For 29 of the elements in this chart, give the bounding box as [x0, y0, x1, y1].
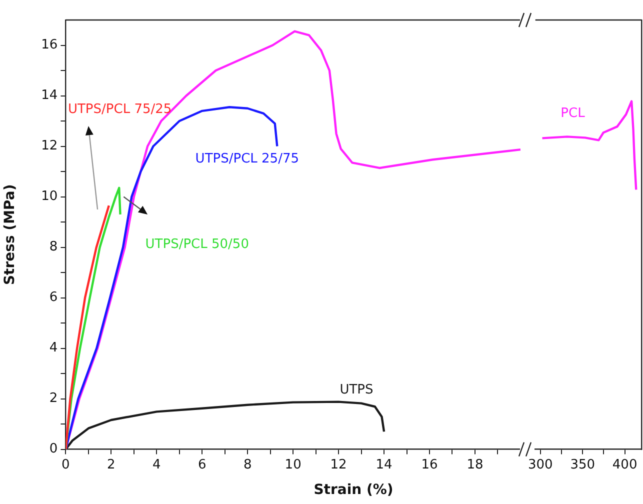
x-axis-title: Strain (%) — [312, 482, 394, 498]
y-tick-label: 6 — [49, 290, 58, 306]
x-tick-label: 400 — [612, 457, 638, 472]
series-label: PCL — [560, 106, 586, 121]
x-tick-label: 350 — [570, 457, 596, 472]
x-tick-label: 8 — [243, 457, 252, 472]
x-tick-label: 12 — [330, 457, 347, 472]
x-tick-label: 0 — [62, 457, 70, 472]
y-tick-label: 0 — [49, 442, 58, 457]
y-tick-label: 4 — [49, 340, 58, 356]
y-tick-label: 8 — [49, 240, 58, 255]
y-tick-label: 2 — [49, 391, 58, 406]
x-tick-label: 16 — [421, 457, 438, 472]
text: UTPS/PCL 75/25 — [68, 102, 172, 118]
series-label: UTPS/PCL 25/75 — [195, 151, 299, 166]
y-axis-title: Stress (MPa) — [2, 184, 18, 286]
x-tick-label: 18 — [466, 457, 484, 472]
y-tick-label: 10 — [41, 189, 58, 204]
x-tick-label: 4 — [152, 457, 161, 472]
x-tick-label: 2 — [107, 457, 116, 472]
series-label: UTPS — [340, 382, 374, 398]
text: UTPS/PCL 50/50 — [145, 237, 249, 252]
y-tick-label: 12 — [41, 138, 58, 154]
x-tick-label: 10 — [284, 457, 302, 472]
x-tick-label: 300 — [528, 457, 553, 472]
y-tick-label: 16 — [41, 38, 58, 53]
x-tick-label: 14 — [376, 457, 392, 472]
x-tick-label: 6 — [198, 457, 206, 472]
y-tick-label: 14 — [41, 88, 58, 104]
